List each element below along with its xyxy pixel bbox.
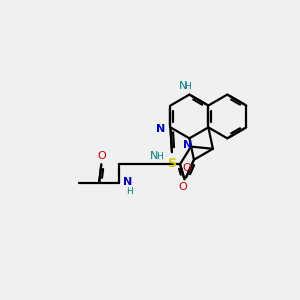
Text: O: O — [182, 163, 191, 173]
Text: H: H — [156, 152, 163, 160]
Text: N: N — [156, 124, 165, 134]
Text: N: N — [150, 151, 159, 160]
Text: N: N — [179, 81, 187, 91]
Text: H: H — [184, 82, 191, 91]
Text: S: S — [167, 157, 176, 169]
Text: H: H — [126, 187, 133, 196]
Text: O: O — [97, 151, 106, 161]
Text: N: N — [183, 140, 193, 150]
Text: N: N — [123, 177, 133, 187]
Text: O: O — [178, 182, 188, 192]
